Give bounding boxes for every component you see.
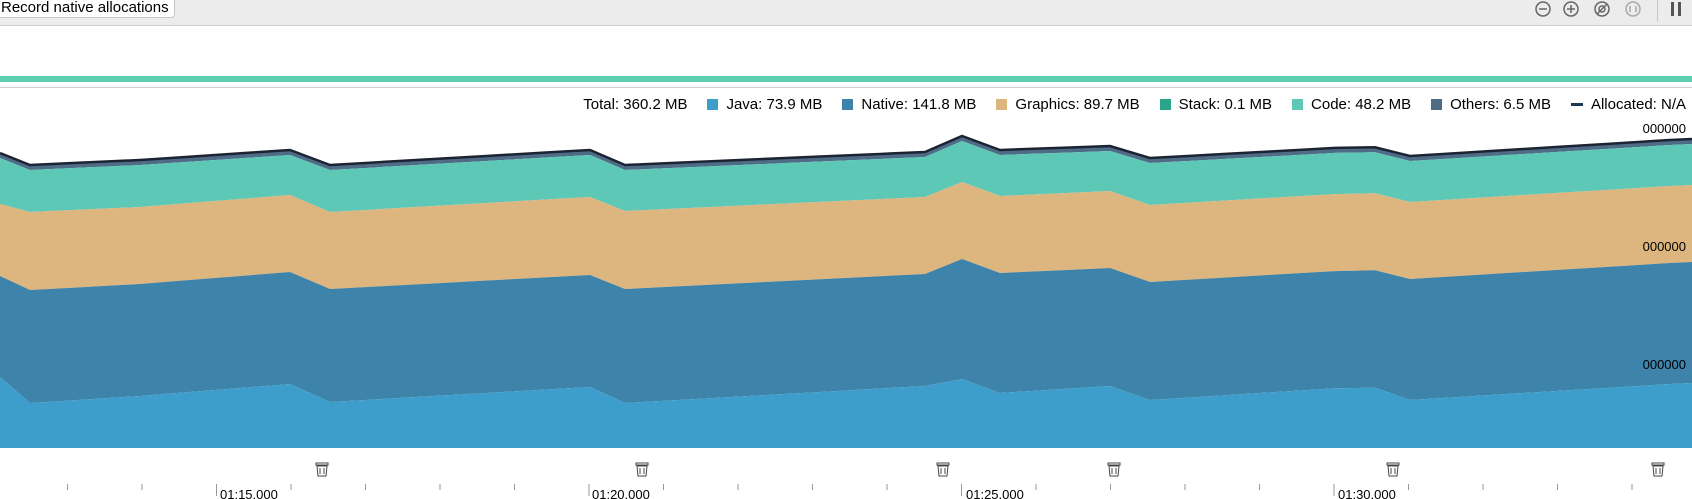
java-area (0, 377, 1692, 448)
code-area (0, 141, 1692, 212)
area-layers (0, 134, 1692, 448)
legend-java-label: Java: 73.9 MB (726, 95, 823, 113)
zoom-to-selection-icon[interactable] (1622, 0, 1644, 20)
gc-trash-icon[interactable] (635, 462, 649, 477)
total-outline (0, 134, 1692, 167)
graphics-swatch-icon (996, 98, 1008, 110)
zoom-out-icon[interactable] (1532, 0, 1554, 20)
time-axis-label-4: 01:30.000 (1338, 487, 1396, 499)
gc-trash-icon[interactable] (936, 462, 950, 477)
java-swatch-icon (707, 98, 719, 110)
legend-code-label: Code: 48.2 MB (1311, 95, 1412, 113)
gc-trash-icon[interactable] (1107, 462, 1121, 477)
time-axis-label-1: 01:15.000 (220, 487, 278, 499)
section-divider (0, 87, 1692, 88)
gc-event-markers (315, 462, 1665, 477)
legend-item-native: Native: 141.8 MB (842, 96, 976, 113)
legend-item-code: Code: 48.2 MB (1292, 96, 1411, 113)
legend-item-others: Others: 6.5 MB (1431, 96, 1551, 113)
gc-trash-icon[interactable] (1651, 462, 1665, 477)
memory-stacked-area-chart[interactable] (0, 115, 1692, 484)
time-axis-label-3: 01:25.000 (966, 487, 1024, 499)
memory-toolbar: Record native allocations (0, 0, 1692, 26)
others-area (0, 136, 1692, 170)
time-axis-ticks (67, 484, 1633, 496)
event-timeline-band (0, 26, 1692, 76)
native-swatch-icon (842, 98, 854, 110)
legend-graphics-label: Graphics: 89.7 MB (1015, 95, 1140, 113)
memory-legend: Total: 360.2 MB Java: 73.9 MB Native: 14… (583, 93, 1692, 115)
time-axis: 01:15.000 01:20.000 01:25.000 01:30.000 (0, 484, 1692, 499)
y-axis-label-bottom: 000000 (1642, 357, 1686, 372)
y-axis-label-middle: 000000 (1642, 239, 1686, 254)
gc-trash-icon[interactable] (1386, 462, 1400, 477)
legend-item-graphics: Graphics: 89.7 MB (996, 95, 1140, 113)
y-axis-label-top: 000000 (1642, 121, 1686, 136)
toolbar-separator (1657, 0, 1658, 22)
reset-zoom-icon[interactable] (1591, 0, 1613, 20)
cpu-activity-line (0, 76, 1692, 82)
legend-item-allocated: Allocated: N/A (1570, 95, 1686, 113)
record-native-allocations-button[interactable]: Record native allocations (0, 0, 175, 18)
legend-native-label: Native: 141.8 MB (861, 95, 977, 113)
legend-item-stack: Stack: 0.1 MB (1159, 95, 1273, 113)
legend-allocated-label: Allocated: N/A (1590, 95, 1686, 113)
legend-total-label: Total: 360.2 MB (583, 95, 688, 113)
allocated-dash-icon (1570, 102, 1583, 106)
time-axis-label-2: 01:20.000 (592, 487, 650, 499)
code-swatch-icon (1292, 98, 1304, 110)
legend-item-java: Java: 73.9 MB (707, 96, 822, 113)
stack-swatch-icon (1159, 98, 1171, 110)
pause-icon[interactable] (1665, 0, 1687, 20)
legend-others-label: Others: 6.5 MB (1450, 95, 1551, 113)
others-swatch-icon (1431, 98, 1443, 110)
graphics-area (0, 182, 1692, 290)
legend-stack-label: Stack: 0.1 MB (1178, 95, 1273, 113)
native-area (0, 259, 1692, 403)
legend-total: Total: 360.2 MB (583, 96, 687, 113)
zoom-in-icon[interactable] (1560, 0, 1582, 20)
gc-trash-icon[interactable] (315, 462, 329, 477)
